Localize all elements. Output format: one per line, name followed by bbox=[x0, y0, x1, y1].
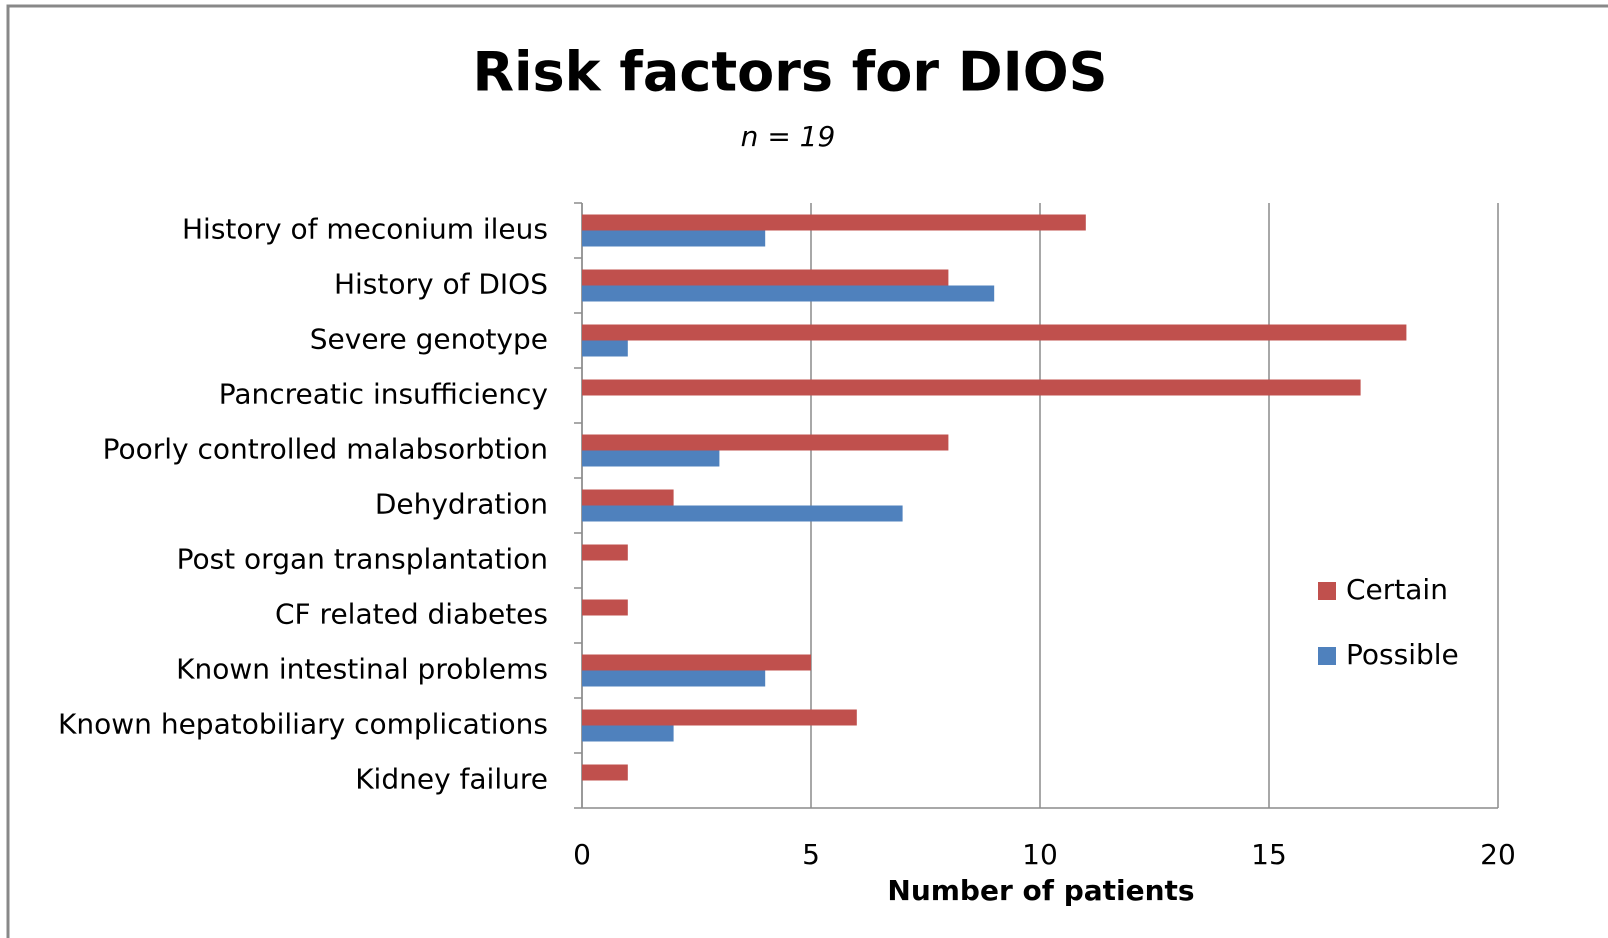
bar bbox=[582, 670, 766, 687]
x-tick-label: 20 bbox=[1480, 838, 1516, 871]
bar bbox=[582, 324, 1407, 341]
x-tick-label: 15 bbox=[1251, 838, 1287, 871]
bar bbox=[582, 434, 949, 451]
bar bbox=[582, 340, 628, 357]
bar bbox=[582, 214, 1086, 231]
y-tick-label: Known hepatobiliary complications bbox=[58, 708, 548, 741]
legend-label: Certain bbox=[1346, 573, 1448, 606]
y-tick-label: Pancreatic insufficiency bbox=[219, 378, 548, 411]
chart-title: Risk factors for DIOS bbox=[472, 41, 1107, 104]
bar bbox=[582, 544, 628, 561]
y-tick-label: Kidney failure bbox=[355, 763, 548, 796]
y-tick-label: History of meconium ileus bbox=[182, 213, 548, 246]
x-axis-label: Number of patients bbox=[887, 874, 1194, 907]
bar bbox=[582, 764, 628, 781]
bar bbox=[582, 489, 674, 506]
chart-frame bbox=[6, 4, 1608, 938]
bar bbox=[582, 654, 811, 671]
bar bbox=[582, 230, 766, 247]
legend-swatch bbox=[1318, 647, 1336, 665]
y-tick-label: History of DIOS bbox=[334, 268, 548, 301]
bar bbox=[582, 269, 949, 286]
bar bbox=[582, 450, 720, 467]
bar bbox=[582, 379, 1361, 396]
x-tick-label: 5 bbox=[802, 838, 820, 871]
chart-subtitle: n = 19 bbox=[741, 120, 836, 153]
y-tick-label: Known intestinal problems bbox=[176, 653, 548, 686]
y-tick-label: CF related diabetes bbox=[275, 598, 548, 631]
y-tick-label: Poorly controlled malabsorbtion bbox=[103, 433, 548, 466]
legend-swatch bbox=[1318, 582, 1336, 600]
legend-label: Possible bbox=[1346, 638, 1459, 671]
bar bbox=[582, 599, 628, 616]
bar bbox=[582, 725, 674, 742]
bar bbox=[582, 285, 995, 302]
bar bbox=[582, 505, 903, 522]
bar bbox=[582, 709, 857, 726]
y-tick-label: Dehydration bbox=[375, 488, 548, 521]
y-tick-label: Severe genotype bbox=[310, 323, 548, 356]
y-tick-label: Post organ transplantation bbox=[177, 543, 548, 576]
x-tick-label: 0 bbox=[573, 838, 591, 871]
x-tick-label: 10 bbox=[1022, 838, 1058, 871]
